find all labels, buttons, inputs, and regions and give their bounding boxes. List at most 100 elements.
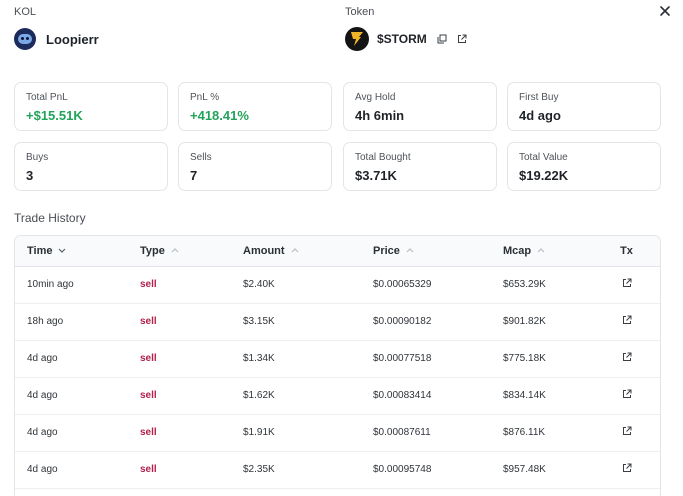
- copy-icon: [437, 34, 447, 44]
- col-header-tx: Tx: [591, 236, 660, 267]
- stat-value: 3: [26, 168, 34, 183]
- cell-mcap: $653.29K: [491, 266, 591, 304]
- col-header-type[interactable]: Type: [128, 236, 231, 267]
- sort-icon: [537, 248, 545, 253]
- stat-value: 4h 6min: [355, 108, 405, 123]
- cell-price: $0.00083414: [361, 377, 491, 415]
- cell-tx: [591, 377, 660, 415]
- cell-mcap: $834.14K: [491, 377, 591, 415]
- table-row: 10min ago sell $2.40K $0.00065329 $653.29K: [15, 266, 660, 304]
- cell-time: 4d ago: [15, 414, 128, 452]
- col-header-label: Time: [27, 244, 53, 257]
- cell-price: $0.00090182: [361, 303, 491, 341]
- trade-history-title: Trade History: [14, 211, 86, 225]
- cell-time: 4d ago: [15, 377, 128, 415]
- cell-type: sell: [128, 266, 231, 304]
- sort-icon: [406, 248, 414, 253]
- cell-amount: $3.15K: [231, 303, 361, 341]
- tx-external-link[interactable]: [622, 352, 632, 362]
- close-icon: [660, 6, 670, 16]
- cell-time: 18h ago: [15, 303, 128, 341]
- table-row-partial: [15, 488, 660, 496]
- stat-value: +$15.51K: [26, 108, 83, 123]
- stat-value: 7: [190, 168, 198, 183]
- kol-name[interactable]: Loopierr: [46, 31, 99, 47]
- cell-amount: $2.35K: [231, 451, 361, 489]
- external-link-icon: [457, 34, 467, 43]
- cell-amount: $2.40K: [231, 266, 361, 304]
- col-header-price[interactable]: Price: [361, 236, 491, 267]
- stat-label: Avg Hold: [355, 92, 396, 103]
- cell-tx: [591, 414, 660, 452]
- cell-time: 10min ago: [15, 266, 128, 304]
- cell-tx: [591, 303, 660, 341]
- col-header-label: Amount: [243, 244, 285, 257]
- cell-mcap: $876.11K: [491, 414, 591, 452]
- cell-type: sell: [128, 377, 231, 415]
- token-label: Token: [345, 6, 375, 18]
- col-header-label: Price: [373, 244, 400, 257]
- cell-price: $0.00087611: [361, 414, 491, 452]
- cell-time: 4d ago: [15, 340, 128, 378]
- stat-total-value: Total Value $19.22K: [507, 142, 661, 191]
- sort-icon: [171, 248, 179, 253]
- stat-value: $3.71K: [355, 168, 397, 183]
- tx-external-link[interactable]: [622, 389, 632, 399]
- cell-mcap: $775.18K: [491, 340, 591, 378]
- stat-total-bought: Total Bought $3.71K: [343, 142, 497, 191]
- cell-type: sell: [128, 340, 231, 378]
- cell-tx: [591, 266, 660, 304]
- stat-label: Total Bought: [355, 152, 411, 163]
- stat-label: Sells: [190, 152, 212, 163]
- external-link-icon: [622, 463, 632, 473]
- tx-external-link[interactable]: [622, 315, 632, 325]
- cell-type: sell: [128, 303, 231, 341]
- kol-avatar: [14, 28, 36, 50]
- token-name: $STORM: [377, 32, 427, 46]
- stat-first-buy: First Buy 4d ago: [507, 82, 661, 131]
- token-logo: [345, 27, 369, 51]
- stat-label: Total PnL: [26, 92, 68, 103]
- external-link-icon: [622, 426, 632, 436]
- stat-total-pnl: Total PnL +$15.51K: [14, 82, 168, 131]
- close-button[interactable]: [657, 3, 673, 19]
- cell-time: 4d ago: [15, 451, 128, 489]
- stat-buys: Buys 3: [14, 142, 168, 191]
- cell-amount: $1.91K: [231, 414, 361, 452]
- stat-sells: Sells 7: [178, 142, 332, 191]
- stat-value: 4d ago: [519, 108, 561, 123]
- trade-header: KOL Loopierr Token $STORM: [14, 6, 654, 58]
- col-header-mcap[interactable]: Mcap: [491, 236, 591, 267]
- col-header-time[interactable]: Time: [15, 236, 128, 267]
- tx-external-link[interactable]: [622, 426, 632, 436]
- stat-label: Buys: [26, 152, 49, 163]
- table-row: 4d ago sell $2.35K $0.00095748 $957.48K: [15, 451, 660, 489]
- cell-price: $0.00065329: [361, 266, 491, 304]
- trade-history-table: Time Type Amount Price Mcap Tx 10min ago…: [14, 235, 661, 496]
- stat-avg-hold: Avg Hold 4h 6min: [343, 82, 497, 131]
- stat-value: +418.41%: [190, 108, 249, 123]
- storm-logo-icon: [351, 32, 363, 46]
- cell-tx: [591, 451, 660, 489]
- stat-value: $19.22K: [519, 168, 569, 183]
- table-row: 4d ago sell $1.34K $0.00077518 $775.18K: [15, 340, 660, 378]
- external-link-icon: [622, 315, 632, 325]
- kol-section: KOL Loopierr: [14, 6, 99, 51]
- tx-external-link[interactable]: [622, 463, 632, 473]
- cell-tx: [591, 340, 660, 378]
- token-external-link[interactable]: [457, 34, 467, 44]
- stat-label: PnL %: [190, 92, 220, 103]
- cell-mcap: $901.82K: [491, 303, 591, 341]
- col-header-label: Mcap: [503, 244, 532, 257]
- cell-type: sell: [128, 451, 231, 489]
- copy-button[interactable]: [437, 34, 447, 44]
- sort-desc-icon: [58, 248, 66, 254]
- cell-price: $0.00077518: [361, 340, 491, 378]
- col-header-amount[interactable]: Amount: [231, 236, 361, 267]
- external-link-icon: [622, 278, 632, 288]
- tx-external-link[interactable]: [622, 278, 632, 288]
- table-row: 4d ago sell $1.91K $0.00087611 $876.11K: [15, 414, 660, 452]
- external-link-icon: [622, 352, 632, 362]
- stat-label: First Buy: [519, 92, 559, 103]
- stat-label: Total Value: [519, 152, 568, 163]
